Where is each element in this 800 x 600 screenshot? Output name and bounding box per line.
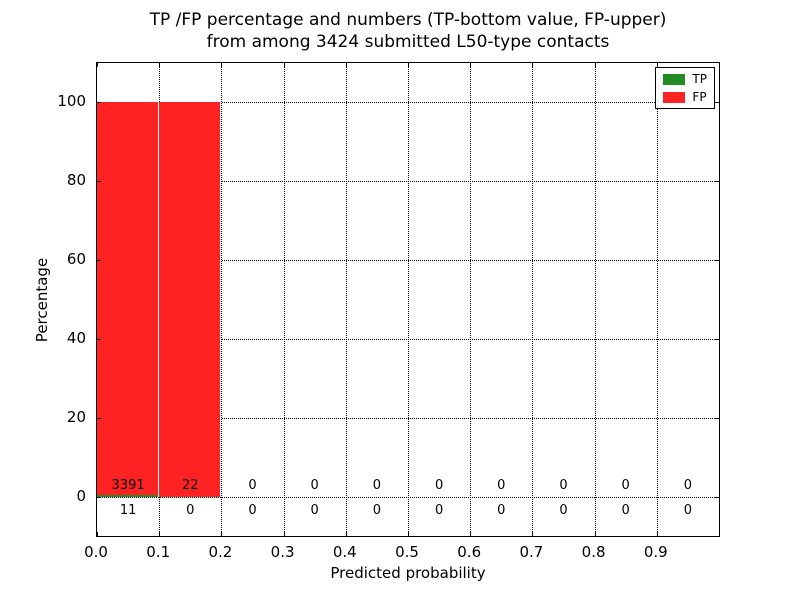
x-gridline [656,63,658,536]
fp-count-label: 0 [559,477,568,493]
plot-area: TP FP 3391 11 22 0 0 0 0 0 0 0 0 0 0 0 0 0 0 0 0 0 [96,62,720,537]
y-gridline [97,417,719,419]
x-tick-label: 0.1 [146,543,171,561]
x-tickmark [656,532,658,536]
tp-count-label: 0 [186,502,195,518]
x-gridline [470,63,472,536]
x-tickmark [594,63,596,67]
x-gridline [283,63,285,536]
bar-fp [97,102,160,496]
x-tick-label: 0.9 [643,543,668,561]
legend-label-tp: TP [692,72,707,86]
chart-title-line2: from among 3424 submitted L50-type conta… [206,32,610,52]
y-tickmark [715,496,719,498]
x-tickmark [408,63,409,67]
x-tickmark [221,63,223,67]
x-gridline [345,63,347,536]
y-gridline [97,102,719,104]
x-gridline [594,63,596,536]
tp-count-label: 0 [683,502,693,518]
tp-count-label: 0 [621,502,630,518]
tp-count-label: 0 [434,502,444,518]
fp-count-label: 0 [248,477,257,493]
x-gridline [532,63,534,536]
x-tick-label: 0.5 [395,543,419,561]
x-tick-label: 0.3 [270,543,295,561]
x-tickmark [470,532,472,536]
y-tickmark [97,181,101,183]
y-tick-label: 0 [76,486,86,505]
legend-label-fp: FP [692,90,707,104]
y-tickmark [715,181,719,183]
x-tick-label: 0.6 [457,543,482,561]
tp-count-label: 0 [310,502,319,518]
x-tick-label: 0.2 [208,543,233,561]
legend-entry-fp: FP [663,90,707,104]
x-tickmark [159,532,161,536]
y-tick-label: 60 [66,250,86,269]
x-tickmark [283,532,285,536]
x-tickmark [656,63,658,67]
legend-swatch-fp-icon [663,91,686,103]
y-gridline [97,181,719,183]
x-tickmark [221,532,223,536]
fp-count-label: 0 [372,477,382,493]
bar-fp [159,102,222,497]
y-tickmark [97,338,101,340]
legend-entry-tp: TP [663,72,707,86]
bar-tp [97,495,160,497]
x-tickmark [408,532,409,536]
x-tickmark [345,532,347,536]
y-tick-label: 20 [66,407,86,426]
fp-count-label: 0 [497,477,506,493]
y-gridline [97,260,719,262]
y-tick-label: 40 [66,328,86,347]
x-tickmark [532,63,534,67]
x-axis-label: Predicted probability [330,564,486,582]
x-tickmark [532,532,534,536]
y-tickmark [715,260,719,262]
y-tickmark [715,102,719,104]
tp-count-label: 0 [248,502,257,518]
legend-swatch-tp-icon [663,73,686,85]
x-tickmark [159,63,161,67]
legend: TP FP [655,67,715,109]
x-tickmark [345,63,347,67]
x-tick-label: 0.8 [581,543,606,561]
x-gridline [408,63,409,536]
x-tickmark [97,63,98,67]
y-tickmark [715,417,719,419]
y-gridline [97,496,719,498]
fp-count-label: 0 [434,477,444,493]
y-tick-label: 100 [57,92,86,111]
x-tickmark [97,532,98,536]
tp-count-label: 0 [559,502,568,518]
tp-count-label: 11 [119,502,137,518]
x-tickmark [594,532,596,536]
fp-count-label: 22 [182,477,199,493]
y-gridline [97,338,719,340]
x-tickmark [470,63,472,67]
y-tickmark [715,338,719,340]
x-tick-label: 0.4 [332,543,357,561]
x-tick-label: 0.0 [84,543,108,561]
fp-count-label: 0 [683,477,693,493]
x-tick-label: 0.7 [519,543,544,561]
fp-count-label: 0 [621,477,630,493]
tp-count-label: 0 [497,502,506,518]
fp-count-label: 3391 [111,477,145,493]
tp-count-label: 0 [372,502,382,518]
y-tickmark [97,260,101,262]
x-gridline [221,63,223,536]
y-tickmark [97,417,101,419]
y-tick-label: 80 [66,171,86,190]
x-tickmark [283,63,285,67]
fp-count-label: 0 [310,477,319,493]
y-tickmark [97,102,101,104]
y-tickmark [97,496,101,498]
chart-title-line1: TP /FP percentage and numbers (TP-bottom… [149,10,667,30]
